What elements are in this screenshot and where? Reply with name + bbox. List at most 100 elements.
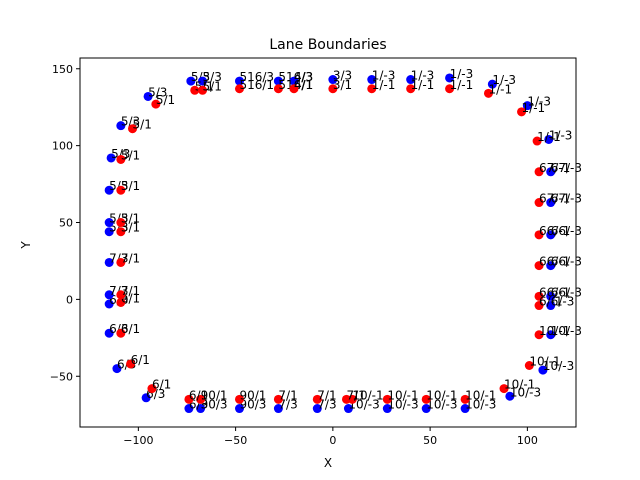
point-red-37: [116, 227, 126, 237]
point-red-9: [483, 88, 493, 98]
point-label-red-34: 6/1: [121, 291, 140, 305]
point-label-blue-1: 5/3: [203, 70, 222, 84]
point-label-red-2: 516/1: [239, 78, 274, 92]
point-label-blue-40: 5/3: [121, 115, 140, 129]
point-label-blue-8: 1/-3: [450, 67, 474, 81]
point-red-38: [116, 218, 126, 228]
point-label-red-37: 5/1: [121, 221, 140, 235]
point-blue-34: [104, 290, 114, 300]
point-label-red-9: 1/-1: [488, 82, 512, 96]
point-label-red-8: 1/-1: [450, 78, 474, 92]
point-label-red-11: 1/-1: [537, 130, 561, 144]
point-red-23: [382, 394, 392, 404]
point-red-1: [198, 85, 208, 95]
point-red-6: [367, 84, 377, 94]
point-label-red-40: 5/1: [121, 148, 140, 162]
point-blue-2: [234, 76, 244, 86]
point-label-red-12: 67/-1: [539, 161, 570, 175]
point-label-red-15: 66/-1: [539, 255, 570, 269]
y-axis-label: Y: [19, 241, 33, 250]
point-blue-20: [505, 391, 515, 401]
point-red-2: [234, 84, 244, 94]
point-label-red-27: 7/1: [278, 388, 297, 402]
point-red-31: [147, 384, 157, 394]
point-blue-14: [546, 230, 556, 240]
point-label-blue-22: 10/-3: [426, 398, 457, 412]
point-blue-40: [116, 121, 126, 131]
point-blue-41: [143, 91, 153, 101]
point-label-blue-6: 1/-3: [372, 69, 396, 83]
point-red-29: [196, 394, 206, 404]
point-label-red-29: 90/1: [201, 388, 228, 402]
point-blue-29: [184, 404, 194, 414]
point-label-red-22: 10/-1: [426, 388, 457, 402]
point-red-17: [534, 301, 544, 311]
point-red-41: [128, 124, 138, 134]
x-axis-label: X: [324, 456, 332, 470]
point-blue-13: [546, 198, 556, 208]
point-label-blue-15: 66/-3: [551, 255, 582, 269]
point-blue-25: [312, 404, 322, 414]
point-label-blue-19: 10/-3: [543, 359, 574, 373]
point-label-red-7: 1/-1: [411, 78, 435, 92]
point-blue-24: [343, 404, 353, 414]
point-blue-15: [546, 261, 556, 271]
point-blue-5: [328, 75, 338, 85]
point-red-21: [460, 394, 470, 404]
x-tick-label-1: −50: [224, 434, 247, 447]
point-label-red-20: 10/-1: [504, 378, 535, 392]
point-blue-32: [104, 328, 114, 338]
point-blue-35: [104, 257, 114, 267]
point-blue-4: [289, 76, 299, 86]
point-blue-28: [196, 404, 206, 414]
point-label-blue-12: 67/-3: [551, 161, 582, 175]
point-red-8: [445, 84, 455, 94]
point-label-red-33: 6/1: [121, 322, 140, 336]
point-red-40: [116, 154, 126, 164]
point-label-blue-17: 6/-3: [551, 295, 575, 309]
point-red-10: [517, 107, 527, 117]
point-red-35: [116, 290, 126, 300]
point-label-blue-9: 1/-3: [492, 73, 516, 87]
point-label-red-35: 7/1: [121, 284, 140, 298]
point-label-red-30: 6/1: [189, 388, 208, 402]
x-tick-label-3: 50: [423, 434, 437, 447]
point-red-26: [312, 394, 322, 404]
point-blue-1: [198, 76, 208, 86]
point-label-blue-26: 7/3: [278, 398, 297, 412]
point-label-red-24: 10/-1: [352, 388, 383, 402]
point-label-red-28: 90/1: [239, 388, 266, 402]
point-blue-0: [186, 76, 196, 86]
point-label-blue-41: 5/3: [148, 85, 167, 99]
point-label-blue-14: 66/-3: [551, 224, 582, 238]
point-label-blue-5: 3/3: [333, 69, 352, 83]
point-red-25: [341, 394, 351, 404]
point-blue-17: [546, 301, 556, 311]
point-red-36: [116, 257, 126, 267]
point-red-5: [328, 84, 338, 94]
point-label-blue-27: 90/3: [239, 398, 266, 412]
point-label-red-5: 3/1: [333, 78, 352, 92]
point-label-red-10: 1/-1: [522, 101, 546, 115]
point-label-red-21: 10/-1: [465, 388, 496, 402]
point-blue-27: [234, 404, 244, 414]
point-label-red-32: 6/1: [131, 353, 150, 367]
point-blue-19: [538, 365, 548, 375]
point-red-19: [524, 361, 534, 370]
point-label-red-1: 5/1: [203, 79, 222, 93]
point-red-13: [534, 198, 544, 208]
y-tick-label-0: −50: [50, 370, 73, 383]
point-red-33: [116, 328, 126, 338]
chart-title: Lane Boundaries: [269, 37, 386, 53]
point-label-red-18: 10/-1: [539, 324, 570, 338]
plot-frame: [79, 57, 577, 428]
point-label-red-39: 5/1: [121, 179, 140, 193]
y-axis-ticks: −50 0 50 100 150: [50, 63, 80, 383]
point-red-34: [116, 297, 126, 307]
point-label-blue-18: 10/-3: [551, 324, 582, 338]
point-label-blue-10: 1/-3: [527, 95, 551, 109]
point-blue-9: [487, 79, 497, 89]
point-red-7: [406, 84, 416, 94]
point-blue-12: [546, 167, 556, 177]
